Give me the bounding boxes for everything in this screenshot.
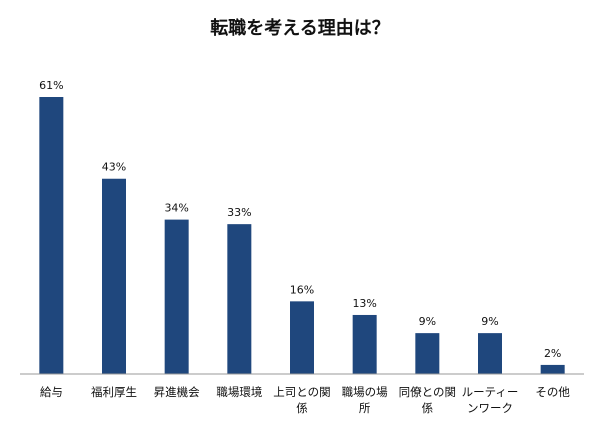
bar-5	[352, 314, 377, 374]
bar-4	[290, 301, 314, 374]
category-label-2-line-0: 昇進機会	[154, 385, 200, 399]
bars-group	[39, 97, 565, 374]
bar-6	[415, 333, 440, 374]
bar-0	[39, 97, 64, 374]
value-label-1: 43%	[102, 161, 126, 174]
bar-3	[227, 224, 252, 374]
value-label-5: 13%	[352, 297, 376, 310]
value-label-3: 33%	[227, 206, 251, 219]
value-label-0: 61%	[39, 79, 63, 92]
bar-1	[102, 178, 126, 374]
category-label-3-line-0: 職場環境	[216, 385, 262, 399]
category-label-4-line-1: 係	[296, 401, 308, 415]
bar-7	[478, 333, 502, 374]
category-label-1-line-0: 福利厚生	[91, 385, 137, 399]
value-label-7: 9%	[481, 315, 498, 328]
category-label-7-line-1: ンワーク	[467, 401, 513, 415]
value-label-8: 2%	[544, 347, 561, 360]
category-label-0-line-0: 給与	[40, 385, 63, 399]
category-label-5-line-0: 職場の場	[342, 385, 388, 399]
bar-2	[164, 219, 189, 374]
category-label-7-line-0: ルーティー	[462, 385, 519, 399]
value-label-6: 9%	[419, 315, 436, 328]
value-labels-group: 61% 43% 34% 33% 16% 13% 9% 9% 2%	[39, 79, 561, 360]
category-label-6-line-1: 係	[422, 401, 434, 415]
value-label-4: 16%	[290, 283, 314, 296]
category-label-6-line-0: 同僚との関	[399, 385, 456, 399]
category-label-5-line-1: 所	[359, 401, 371, 415]
category-label-8-line-0: その他	[535, 385, 570, 399]
category-label-4-line-0: 上司との関	[273, 385, 330, 399]
bar-8	[540, 364, 565, 374]
value-label-2: 34%	[164, 202, 188, 215]
chart-title: 転職を考える理由は？	[210, 17, 389, 39]
